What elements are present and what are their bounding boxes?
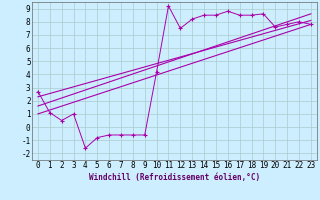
X-axis label: Windchill (Refroidissement éolien,°C): Windchill (Refroidissement éolien,°C) xyxy=(89,173,260,182)
